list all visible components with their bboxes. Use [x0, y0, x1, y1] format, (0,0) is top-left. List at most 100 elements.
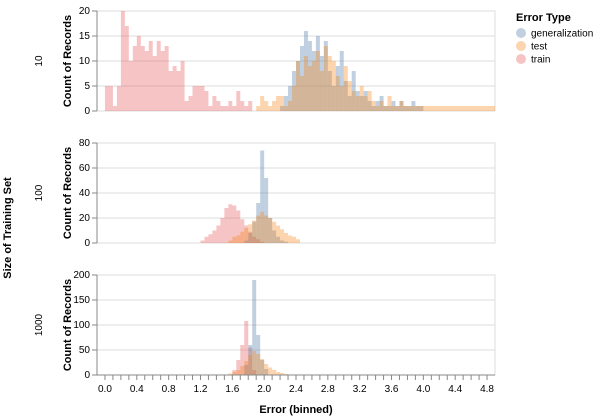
bar-test [276, 372, 281, 375]
y-tick-label: 80 [79, 138, 91, 149]
bar-test [303, 56, 308, 111]
bar-generalization [315, 36, 320, 111]
bar-test [236, 370, 241, 375]
bar-train [232, 205, 237, 243]
bar-test [228, 373, 233, 375]
bar-test [256, 354, 261, 375]
bar-generalization [268, 218, 273, 243]
bar-generalization [351, 71, 356, 111]
bar-test [272, 101, 277, 111]
bar-test [471, 106, 476, 111]
bar-test [252, 351, 257, 375]
bar-test [395, 106, 400, 111]
bar-train [116, 86, 121, 111]
facet-row-label: 100 [34, 184, 45, 201]
legend-title: Error Type [516, 12, 571, 24]
bar-test [339, 86, 344, 111]
bar-train [164, 46, 169, 111]
bar-train [256, 239, 261, 243]
bar-generalization [288, 86, 293, 111]
y-tick-label: 15 [79, 31, 91, 42]
bar-test [244, 228, 249, 243]
bar-test [371, 101, 376, 111]
bar-generalization [343, 81, 348, 111]
bar-generalization [260, 360, 265, 375]
bar-generalization [252, 221, 257, 243]
bar-test [451, 106, 456, 111]
legend-label-generalization: generalization [531, 29, 593, 40]
bar-test [244, 361, 249, 375]
bar-generalization [399, 101, 404, 111]
bar-generalization [248, 233, 253, 243]
x-tick-label: 3.2 [353, 384, 367, 395]
bar-test [264, 101, 269, 111]
bar-test [463, 106, 468, 111]
bar-test [423, 106, 428, 111]
y-tick-label: 5 [84, 81, 90, 92]
bar-generalization [296, 61, 300, 111]
y-tick-label: 40 [79, 188, 91, 199]
facet-panel-100: 0 20 40 60 80 Count of Records 100 [34, 138, 496, 249]
bar-generalization [244, 240, 249, 243]
bar-generalization [367, 101, 372, 111]
bar-test [355, 96, 360, 111]
bar-test [280, 229, 285, 243]
bar-generalization [347, 96, 352, 111]
bar-test [248, 224, 253, 243]
bar-train [156, 41, 161, 111]
bar-generalization [363, 91, 368, 111]
bar-test [443, 106, 448, 111]
bar-test [284, 106, 289, 111]
bar-test [415, 106, 420, 111]
bar-train [196, 86, 201, 111]
bar-train [128, 61, 133, 111]
bar-train [228, 204, 233, 243]
bar-test [276, 225, 281, 243]
legend: Error Type generalization test train [516, 12, 593, 66]
legend-label-train: train [531, 55, 550, 66]
bar-train [208, 234, 213, 243]
bar-train [252, 370, 257, 375]
bar-train [236, 91, 241, 111]
y-tick-label: 60 [79, 163, 91, 174]
bar-test [323, 46, 328, 111]
bar-generalization [264, 178, 269, 243]
y-tick-label: 150 [73, 295, 90, 306]
bar-test [467, 106, 472, 111]
bar-test [264, 215, 269, 243]
bar-train [260, 241, 265, 243]
bar-train [248, 347, 253, 375]
bar-train [188, 96, 193, 111]
y-tick-label: 0 [84, 370, 90, 381]
bar-test [367, 91, 372, 111]
bar-test [411, 106, 416, 111]
bar-generalization [252, 280, 257, 375]
x-tick-label: 4.0 [416, 384, 430, 395]
bar-test [307, 66, 312, 111]
bar-test [248, 355, 253, 375]
bar-generalization [319, 56, 324, 111]
bar-test [268, 106, 273, 111]
bar-generalization [387, 106, 392, 111]
bar-train [236, 360, 241, 375]
bar-generalization [419, 106, 424, 111]
bar-generalization [403, 106, 408, 111]
bar-test [375, 106, 380, 111]
bar-test [343, 66, 348, 111]
bar-test [256, 106, 261, 111]
bar-generalization [375, 101, 380, 111]
bar-train [124, 26, 129, 111]
bar-test [327, 56, 332, 111]
bar-test [435, 106, 440, 111]
bar-test [359, 86, 364, 111]
bar-generalization [272, 230, 277, 243]
bar-test [288, 101, 293, 111]
bar-test [351, 91, 356, 111]
y-tick-label: 50 [79, 345, 91, 356]
bar-generalization [415, 106, 420, 111]
bar-test [268, 218, 273, 243]
bar-train [132, 46, 137, 111]
bar-train [144, 51, 149, 111]
bar-train [224, 208, 229, 243]
facet-row-label: 1000 [34, 313, 45, 336]
